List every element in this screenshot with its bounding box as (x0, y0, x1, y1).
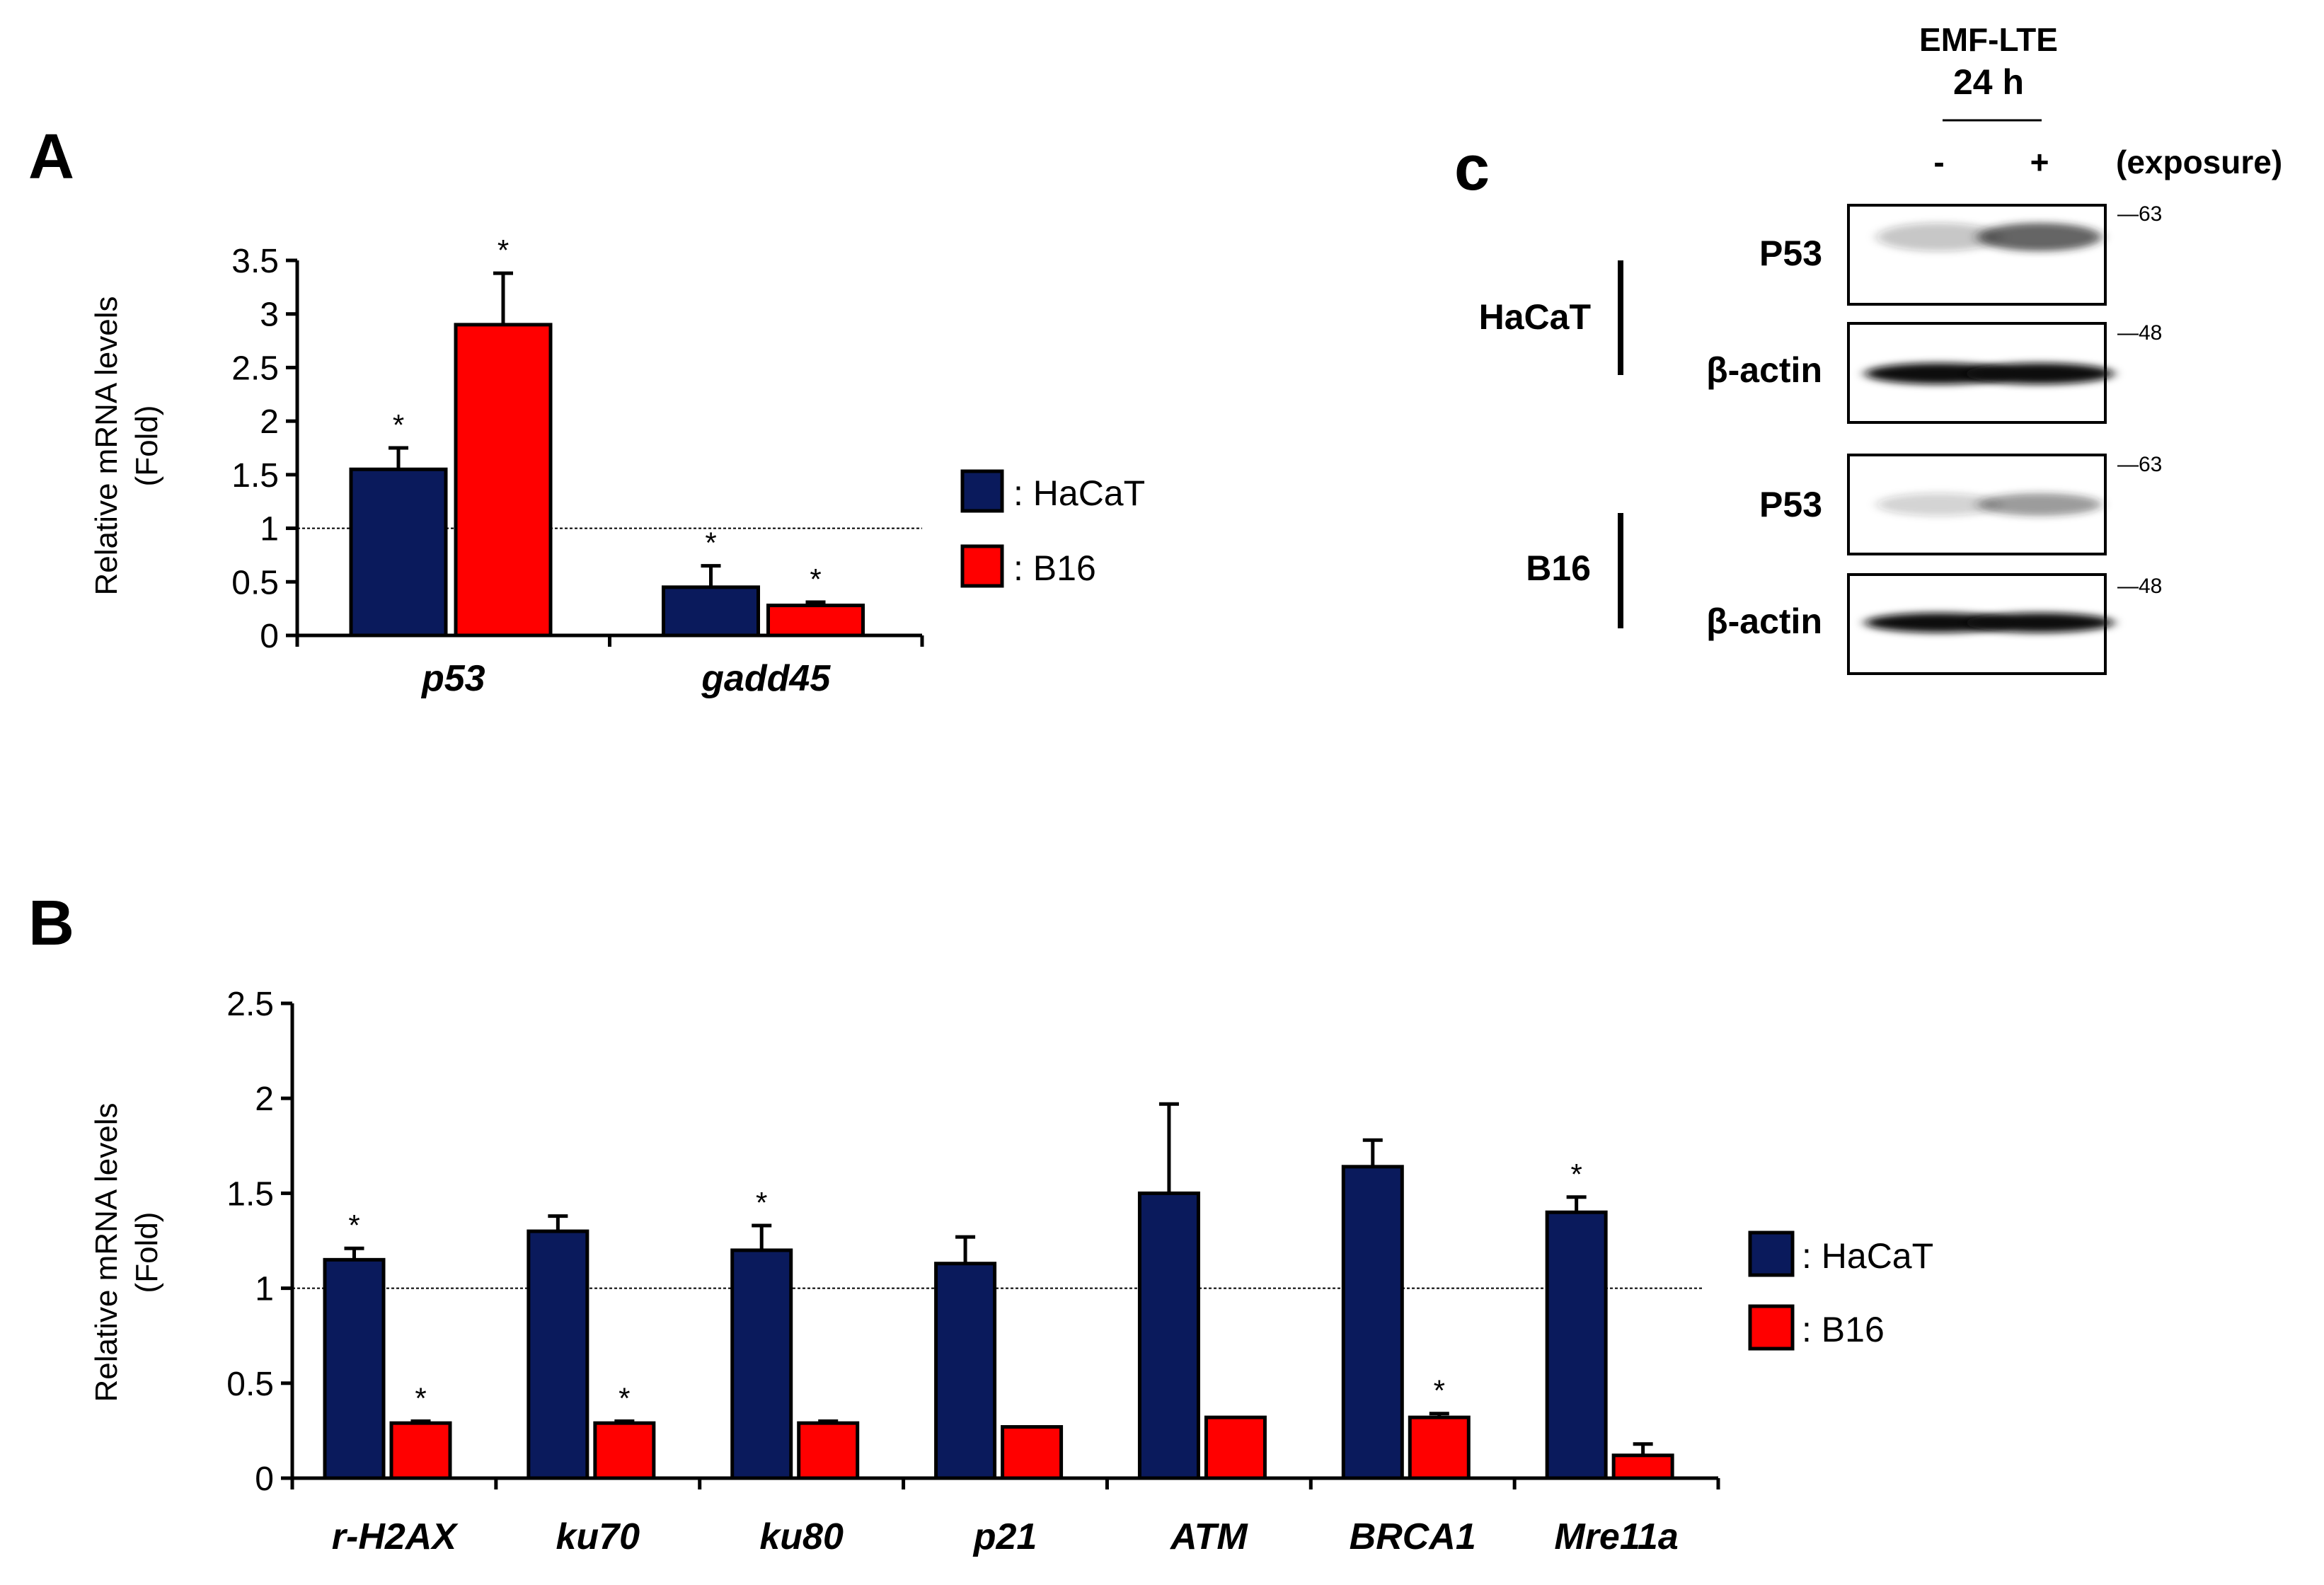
legend-label-hacat: : HaCaT (1802, 1236, 1933, 1276)
bar-mre11a-hacat (1545, 1210, 1608, 1480)
y-tick-label: 2.5 (231, 350, 279, 387)
marker-hacat-actin: —48 (2117, 321, 2162, 345)
chart-b-ylabel: Relative mRNA levels (89, 1102, 124, 1402)
significance-marker-r-h2ax-hacat: * (348, 1209, 359, 1242)
bar-p21-hacat (934, 1262, 997, 1480)
western-blot: EMF-LTE 24 h - + (exposure) HaCaT P53 β-… (1479, 21, 2282, 675)
y-tick-label: 1 (255, 1271, 274, 1308)
legend-label-hacat: : HaCaT (1013, 473, 1145, 513)
chart-b: Relative mRNA levels (Fold) 0 0.5 1 1.5 2 2.5… (89, 986, 1933, 1557)
y-tick-label: 1 (260, 511, 279, 548)
significance-marker-ku70-b16: * (619, 1381, 630, 1414)
y-tick-label: 2 (260, 403, 279, 441)
blot-time-label: 24 h (1953, 62, 2024, 102)
marker-b16-p53: —63 (2117, 453, 2162, 476)
bar-r-h2ax-b16 (389, 1421, 452, 1480)
significance-marker-p53-b16: * (497, 234, 509, 267)
y-tick-label: 0 (260, 618, 279, 655)
band-label-b16-actin: β-actin (1706, 601, 1822, 641)
panel-a-label: A (28, 122, 74, 192)
band-b16-p53-exposed (1977, 493, 2102, 516)
bar-p53-hacat (349, 467, 448, 638)
chart-a-ylabel-unit: (Fold) (130, 405, 164, 487)
blot-treatment-label: EMF-LTE (1919, 21, 2058, 58)
bar-brca1-b16 (1408, 1415, 1471, 1480)
panel-c-label: c (1454, 133, 1490, 204)
bar-gadd45-hacat (662, 585, 760, 638)
y-tick-label: 0 (255, 1460, 274, 1498)
bar-ku70-hacat (527, 1229, 589, 1480)
bar-gadd45-b16 (766, 604, 865, 638)
bar-atm-hacat (1137, 1191, 1200, 1480)
bar-ku80-b16 (797, 1421, 860, 1480)
significance-marker-mre11a-hacat: * (1570, 1158, 1582, 1191)
legend-swatch-b16 (1748, 1304, 1795, 1351)
exposure-label: (exposure) (2116, 144, 2282, 180)
category-label-ku70: ku70 (556, 1516, 640, 1557)
lane-plus-label: + (2030, 144, 2049, 180)
category-label-mre11a: Mre11a (1554, 1516, 1678, 1557)
category-label-p21: p21 (972, 1516, 1037, 1557)
bar-p21-b16 (1001, 1425, 1064, 1480)
y-tick-label: 0.5 (231, 564, 279, 601)
blot-group-label-hacat: HaCaT (1479, 297, 1591, 337)
y-tick-label: 3.5 (231, 243, 279, 280)
y-tick-label: 1.5 (231, 457, 279, 495)
legend-swatch-hacat (960, 469, 1004, 513)
y-tick-label: 2.5 (226, 986, 274, 1023)
significance-marker-gadd45-hacat: * (705, 526, 716, 560)
y-tick-label: 0.5 (226, 1366, 274, 1403)
band-label-hacat-p53: P53 (1759, 234, 1822, 273)
category-label-r-h2ax: r-H2AX (332, 1516, 459, 1557)
band-b16-actin-exposed (1965, 613, 2114, 633)
bar-r-h2ax-hacat (323, 1257, 386, 1480)
chart-a-legend: : HaCaT : B16 (960, 469, 1145, 588)
blot-group-label-b16: B16 (1526, 548, 1591, 588)
legend-label-b16: : B16 (1013, 548, 1096, 588)
significance-marker-p53-hacat: * (393, 408, 404, 442)
y-tick-label: 2 (255, 1080, 274, 1118)
bar-atm-b16 (1204, 1415, 1267, 1480)
category-label-gadd45: gadd45 (701, 658, 831, 699)
band-hacat-actin-exposed (1965, 363, 2114, 384)
band-label-hacat-actin: β-actin (1706, 350, 1822, 390)
chart-b-ylabel-unit: (Fold) (130, 1212, 164, 1293)
lane-minus-label: - (1933, 144, 1944, 180)
bar-mre11a-b16 (1611, 1453, 1674, 1480)
category-label-brca1: BRCA1 (1350, 1516, 1476, 1557)
legend-label-b16: : B16 (1802, 1310, 1885, 1349)
significance-marker-brca1-b16: * (1434, 1374, 1445, 1407)
category-label-ku80: ku80 (759, 1516, 844, 1557)
marker-hacat-p53: —63 (2117, 202, 2162, 226)
y-tick-label: 1.5 (226, 1175, 274, 1213)
bar-ku70-b16 (593, 1421, 656, 1480)
band-hacat-p53-control (1877, 223, 2001, 251)
category-label-atm: ATM (1169, 1516, 1248, 1557)
legend-swatch-hacat (1748, 1230, 1795, 1277)
significance-marker-ku80-hacat: * (756, 1186, 767, 1219)
bar-ku80-hacat (730, 1248, 793, 1480)
panel-b-label: B (28, 888, 74, 959)
significance-marker-r-h2ax-b16: * (415, 1381, 426, 1414)
significance-marker-gadd45-b16: * (810, 563, 821, 596)
band-hacat-p53-exposed (1977, 223, 2102, 251)
band-label-b16-p53: P53 (1759, 485, 1822, 524)
chart-a: Relative mRNA levels (Fold) 0 0.5 1 1.5 2 2.5… (89, 234, 1145, 699)
marker-b16-actin: —48 (2117, 575, 2162, 598)
y-tick-label: 3 (260, 296, 279, 334)
blot-box-hacat-p53 (1847, 204, 2107, 306)
band-b16-p53-control (1877, 493, 2001, 516)
bar-p53-b16 (454, 323, 553, 638)
category-label-p53: p53 (420, 658, 485, 699)
chart-b-legend: : HaCaT : B16 (1748, 1230, 1933, 1351)
chart-a-ylabel: Relative mRNA levels (89, 296, 124, 595)
bar-brca1-hacat (1341, 1165, 1404, 1480)
legend-swatch-b16 (960, 544, 1004, 588)
